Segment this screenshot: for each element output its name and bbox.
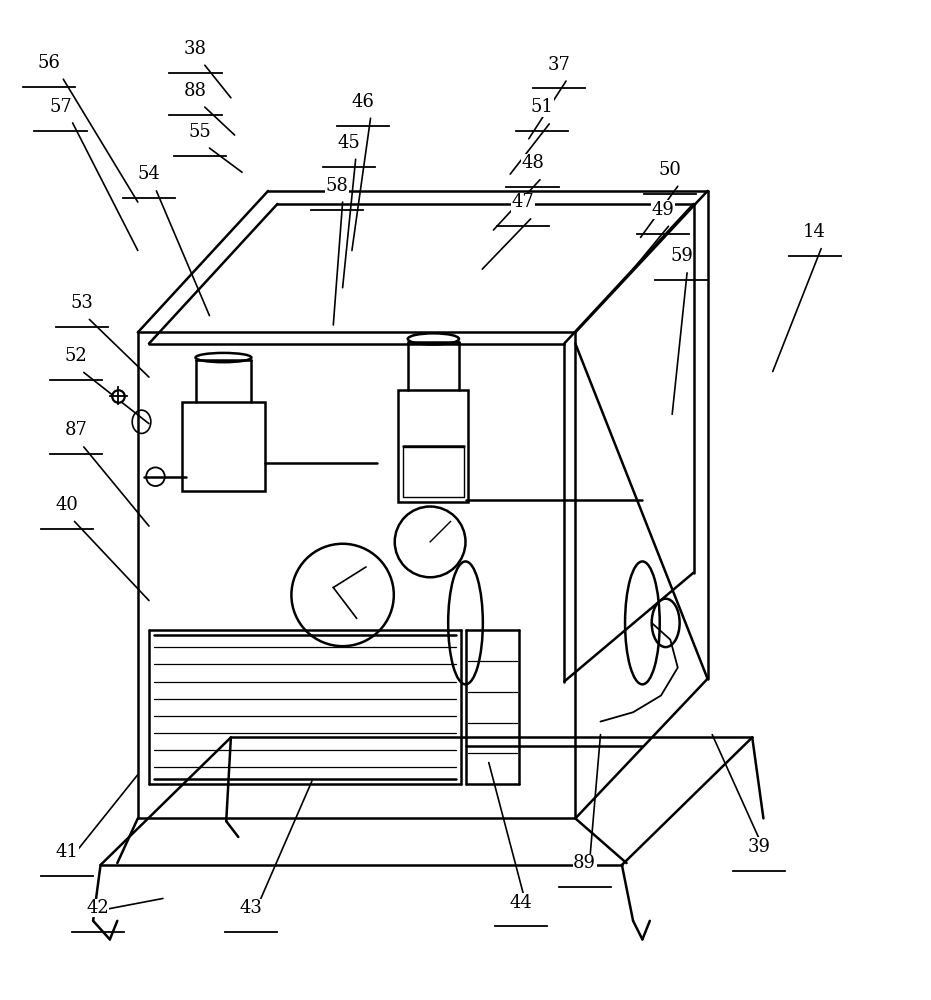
Text: 55: 55: [189, 123, 211, 141]
Text: 57: 57: [49, 98, 72, 116]
Text: 50: 50: [659, 161, 681, 179]
Bar: [398, 390, 468, 502]
Text: 44: 44: [510, 894, 533, 912]
Text: 39: 39: [748, 838, 770, 856]
Bar: [403, 447, 464, 497]
Text: 89: 89: [573, 854, 596, 872]
Text: 52: 52: [65, 347, 88, 365]
Text: 49: 49: [652, 201, 674, 219]
Text: 87: 87: [65, 421, 88, 439]
Text: 47: 47: [512, 193, 534, 211]
Text: 43: 43: [240, 899, 263, 917]
Text: 53: 53: [71, 294, 93, 312]
Text: 45: 45: [338, 134, 360, 152]
Text: 14: 14: [803, 223, 826, 241]
Text: 88: 88: [184, 82, 207, 100]
Text: 58: 58: [326, 177, 348, 195]
Text: 59: 59: [670, 247, 693, 265]
Bar: [182, 402, 265, 491]
Text: 38: 38: [184, 40, 207, 58]
Text: 42: 42: [87, 899, 109, 917]
Text: 56: 56: [38, 54, 61, 72]
Text: 54: 54: [138, 165, 160, 183]
Text: 40: 40: [56, 496, 78, 514]
Text: 46: 46: [352, 93, 374, 111]
Text: 51: 51: [531, 98, 553, 116]
Text: 37: 37: [547, 56, 570, 74]
Text: 48: 48: [521, 154, 544, 172]
Text: 41: 41: [56, 843, 78, 861]
